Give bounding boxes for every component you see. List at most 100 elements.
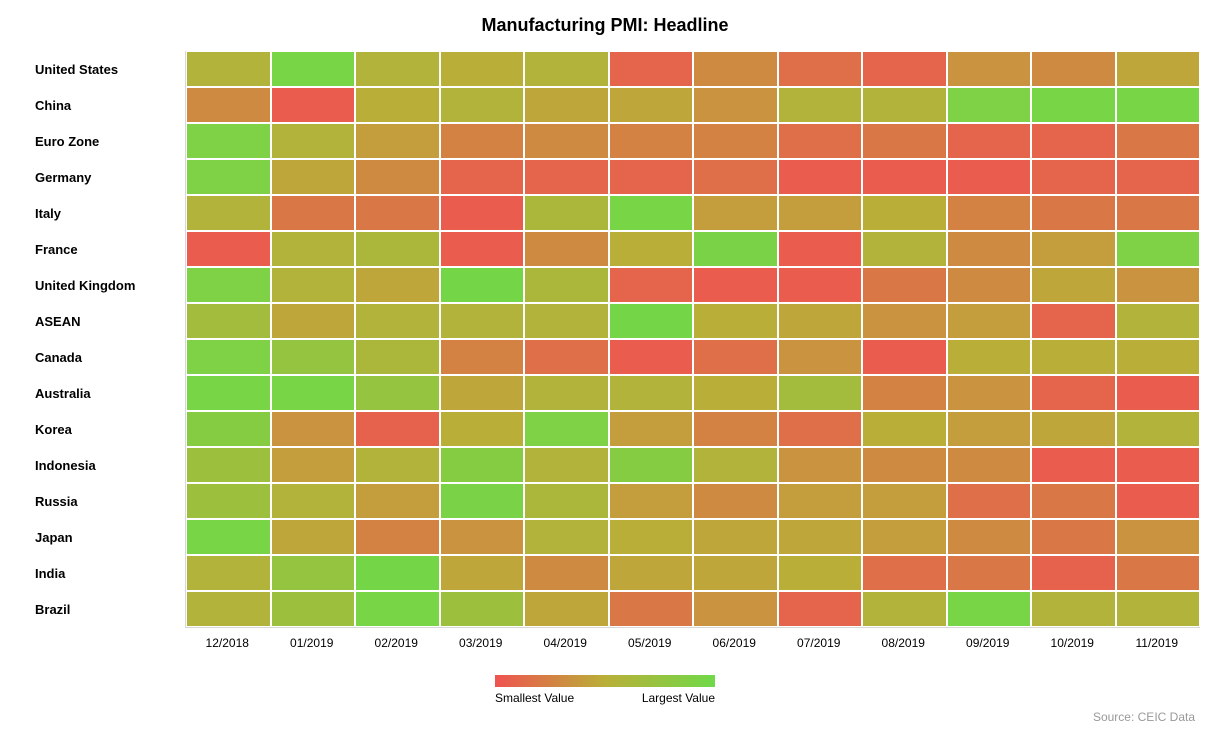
- heatmap-cell: [440, 591, 525, 627]
- heatmap-cell: [1116, 411, 1201, 447]
- heatmap-cell: [862, 591, 947, 627]
- heatmap-cell: [693, 519, 778, 555]
- x-axis-label: 10/2019: [1030, 628, 1115, 650]
- heatmap-cell: [1031, 267, 1116, 303]
- heatmap-cell: [440, 267, 525, 303]
- heatmap-cell: [440, 303, 525, 339]
- heatmap-cell: [693, 411, 778, 447]
- heatmap-cell: [947, 195, 1032, 231]
- heatmap-cell: [355, 231, 440, 267]
- heatmap-cell: [778, 339, 863, 375]
- x-axis-label: 02/2019: [354, 628, 439, 650]
- heatmap-cell: [947, 519, 1032, 555]
- x-axis-label: 11/2019: [1115, 628, 1200, 650]
- heatmap-cell: [778, 51, 863, 87]
- heatmap-cell: [1116, 375, 1201, 411]
- y-axis-label: Russia: [10, 483, 185, 519]
- legend-labels: Smallest Value Largest Value: [495, 691, 715, 705]
- heatmap-cell: [271, 51, 356, 87]
- y-axis-label: Japan: [10, 519, 185, 555]
- heatmap-cell: [440, 159, 525, 195]
- y-axis-label: Australia: [10, 375, 185, 411]
- heatmap-cell: [186, 123, 271, 159]
- heatmap-cell: [1031, 51, 1116, 87]
- heatmap-cell: [609, 483, 694, 519]
- heatmap-cell: [186, 519, 271, 555]
- x-axis-label: 04/2019: [523, 628, 608, 650]
- x-axis-label: 05/2019: [608, 628, 693, 650]
- heatmap-cell: [693, 339, 778, 375]
- y-axis-label: Korea: [10, 411, 185, 447]
- heatmap-cell: [778, 555, 863, 591]
- heatmap-cell: [1116, 195, 1201, 231]
- heatmap-cell: [1031, 411, 1116, 447]
- legend-gradient: [495, 675, 715, 687]
- heatmap-cell: [609, 339, 694, 375]
- heatmap-cell: [355, 267, 440, 303]
- heatmap-cell: [778, 519, 863, 555]
- heatmap-cell: [440, 87, 525, 123]
- heatmap-cell: [440, 195, 525, 231]
- heatmap-cell: [862, 195, 947, 231]
- heatmap-cell: [609, 447, 694, 483]
- heatmap-cell: [440, 411, 525, 447]
- heatmap-cell: [440, 231, 525, 267]
- heatmap-cell: [186, 231, 271, 267]
- y-axis-label: India: [10, 555, 185, 591]
- heatmap-cell: [778, 87, 863, 123]
- heatmap-cell: [355, 87, 440, 123]
- x-axis: 12/201801/201902/201903/201904/201905/20…: [185, 628, 1200, 650]
- heatmap-cell: [271, 555, 356, 591]
- heatmap-cell: [271, 87, 356, 123]
- heatmap-cell: [609, 375, 694, 411]
- heatmap-cell: [440, 447, 525, 483]
- heatmap-cell: [1116, 87, 1201, 123]
- heatmap-cell: [609, 591, 694, 627]
- heatmap-cell: [609, 159, 694, 195]
- heatmap-cell: [524, 159, 609, 195]
- y-axis-label: China: [10, 87, 185, 123]
- heatmap-cell: [440, 555, 525, 591]
- heatmap-cell: [693, 375, 778, 411]
- heatmap-cell: [862, 375, 947, 411]
- heatmap-cell: [271, 267, 356, 303]
- heatmap-cell: [355, 411, 440, 447]
- heatmap-cell: [1116, 303, 1201, 339]
- heatmap-cell: [524, 375, 609, 411]
- chart-title: Manufacturing PMI: Headline: [10, 15, 1200, 36]
- y-axis-label: Canada: [10, 339, 185, 375]
- y-axis-label: Brazil: [10, 591, 185, 627]
- heatmap-cell: [355, 519, 440, 555]
- heatmap-cell: [355, 591, 440, 627]
- y-axis-label: Indonesia: [10, 447, 185, 483]
- heatmap-cell: [1116, 123, 1201, 159]
- heatmap-cell: [862, 483, 947, 519]
- heatmap-cell: [186, 339, 271, 375]
- heatmap-cell: [862, 267, 947, 303]
- heatmap-cell: [355, 51, 440, 87]
- heatmap-cell: [440, 123, 525, 159]
- heatmap-cell: [862, 339, 947, 375]
- heatmap-cell: [609, 123, 694, 159]
- heatmap-chart: Manufacturing PMI: Headline United State…: [10, 15, 1200, 724]
- heatmap-cell: [271, 231, 356, 267]
- heatmap-cell: [186, 159, 271, 195]
- heatmap-cell: [947, 483, 1032, 519]
- heatmap-cell: [1116, 339, 1201, 375]
- heatmap-cell: [186, 303, 271, 339]
- heatmap-cell: [1031, 483, 1116, 519]
- y-axis-label: Italy: [10, 195, 185, 231]
- heatmap-cell: [609, 267, 694, 303]
- y-axis: United StatesChinaEuro ZoneGermanyItalyF…: [10, 51, 185, 628]
- y-axis-label: United States: [10, 51, 185, 87]
- heatmap-cell: [693, 159, 778, 195]
- heatmap-cell: [778, 195, 863, 231]
- source-attribution: Source: CEIC Data: [10, 710, 1200, 724]
- heatmap-cell: [524, 231, 609, 267]
- heatmap-cell: [693, 483, 778, 519]
- heatmap-cell: [524, 411, 609, 447]
- heatmap-cell: [1031, 195, 1116, 231]
- heatmap-cell: [186, 447, 271, 483]
- heatmap-cell: [1031, 159, 1116, 195]
- heatmap-cell: [693, 87, 778, 123]
